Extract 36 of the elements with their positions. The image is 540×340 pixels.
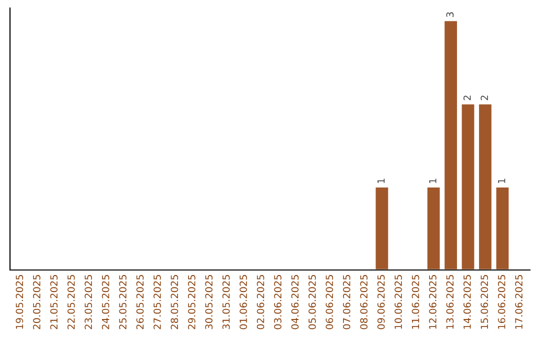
x-tick-label: 11.06.2025 <box>412 275 420 329</box>
x-tick-label: 10.06.2025 <box>394 275 402 329</box>
x-tick-label: 23.05.2025 <box>84 275 92 330</box>
data-label: 1 <box>429 178 436 183</box>
x-tick-label: 19.05.2025 <box>16 275 24 329</box>
x-tick-label: 22.05.2025 <box>67 275 75 330</box>
x-tick-label: 05.06.2025 <box>308 275 316 330</box>
x-tick-label: 25.05.2025 <box>119 275 126 330</box>
x-tick-label: 14.06.2025 <box>463 275 471 329</box>
data-label: 1 <box>498 178 506 183</box>
x-tick-label: 29.05.2025 <box>188 275 196 330</box>
data-label: 2 <box>480 96 488 100</box>
x-tick-label: 26.05.2025 <box>136 275 144 330</box>
x-tick-label: 09.06.2025 <box>377 275 385 330</box>
x-tick-label: 12.06.2025 <box>429 275 436 329</box>
x-tick-label: 21.05.2025 <box>50 275 58 330</box>
x-tick-label: 27.05.2025 <box>154 275 161 330</box>
x-tick-label: 04.06.2025 <box>291 275 299 330</box>
x-tick-label: 28.05.2025 <box>170 275 178 330</box>
x-tick-label: 24.05.2025 <box>102 275 110 330</box>
x-tick-label: 15.06.2025 <box>480 275 488 329</box>
x-tick-label: 07.06.2025 <box>342 275 350 330</box>
x-tick-label: 13.06.2025 <box>446 275 454 329</box>
data-label: 3 <box>446 12 454 17</box>
data-label: 1 <box>378 178 385 183</box>
x-tick-label: 20.05.2025 <box>33 275 40 330</box>
x-tick-label: 06.06.2025 <box>326 275 334 330</box>
x-tick-label: 03.06.2025 <box>274 275 282 330</box>
x-tick-label: 30.05.2025 <box>205 275 213 330</box>
x-tick-label: 31.05.2025 <box>222 275 230 330</box>
data-label: 2 <box>463 96 471 100</box>
x-tick-label: 02.06.2025 <box>256 275 264 330</box>
x-tick-label: 17.06.2025 <box>515 275 522 329</box>
x-tick-label: 08.06.2025 <box>360 275 368 330</box>
x-tick-label: 01.06.2025 <box>240 275 247 330</box>
x-tick-label: 16.06.2025 <box>498 275 506 329</box>
